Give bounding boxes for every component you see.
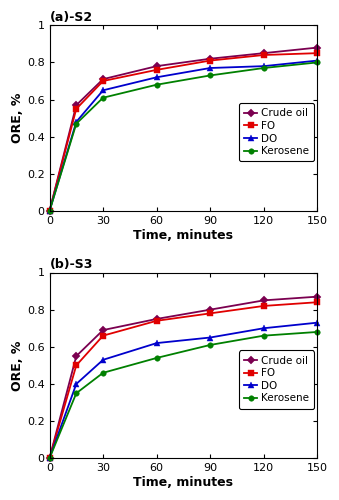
Y-axis label: ORE, %: ORE, % xyxy=(11,93,24,144)
FO xyxy=(208,58,212,64)
Kerosene xyxy=(208,342,212,348)
Kerosene xyxy=(47,208,52,214)
Crude oil xyxy=(47,208,52,214)
Kerosene xyxy=(155,82,159,87)
Crude oil xyxy=(315,44,319,51)
Kerosene xyxy=(155,355,159,361)
DO xyxy=(47,455,52,461)
DO xyxy=(155,340,159,346)
Crude oil xyxy=(208,306,212,312)
Kerosene xyxy=(315,329,319,335)
FO xyxy=(74,362,78,368)
Crude oil xyxy=(101,76,105,82)
FO xyxy=(315,50,319,56)
Y-axis label: ORE, %: ORE, % xyxy=(11,340,24,390)
FO xyxy=(101,332,105,338)
Kerosene xyxy=(208,72,212,78)
Text: (b)-S3: (b)-S3 xyxy=(49,258,93,272)
Kerosene xyxy=(262,332,266,338)
X-axis label: Time, minutes: Time, minutes xyxy=(134,476,234,489)
Crude oil xyxy=(101,327,105,333)
Crude oil xyxy=(74,353,78,359)
Kerosene xyxy=(47,455,52,461)
Kerosene xyxy=(101,370,105,376)
FO xyxy=(47,208,52,214)
FO xyxy=(47,455,52,461)
DO xyxy=(262,63,266,69)
Kerosene xyxy=(101,94,105,100)
DO xyxy=(155,74,159,80)
FO xyxy=(315,299,319,305)
DO xyxy=(74,119,78,125)
Line: FO: FO xyxy=(47,50,320,214)
DO xyxy=(315,320,319,326)
DO xyxy=(47,208,52,214)
Kerosene xyxy=(315,60,319,66)
DO xyxy=(101,88,105,94)
DO xyxy=(315,58,319,64)
Crude oil xyxy=(155,316,159,322)
Kerosene xyxy=(74,390,78,396)
Line: DO: DO xyxy=(47,320,320,461)
Line: Crude oil: Crude oil xyxy=(47,294,320,461)
FO xyxy=(155,318,159,324)
Line: Kerosene: Kerosene xyxy=(47,60,320,214)
DO xyxy=(208,334,212,340)
Crude oil xyxy=(262,50,266,56)
Line: FO: FO xyxy=(47,300,320,461)
X-axis label: Time, minutes: Time, minutes xyxy=(134,228,234,241)
Crude oil xyxy=(47,455,52,461)
Line: Kerosene: Kerosene xyxy=(47,329,320,461)
DO xyxy=(101,357,105,363)
Text: (a)-S2: (a)-S2 xyxy=(49,11,93,24)
Crude oil xyxy=(74,102,78,108)
FO xyxy=(262,52,266,58)
Kerosene xyxy=(262,65,266,71)
DO xyxy=(74,381,78,387)
FO xyxy=(262,303,266,309)
FO xyxy=(101,78,105,84)
Crude oil xyxy=(155,63,159,69)
FO xyxy=(74,106,78,112)
FO xyxy=(208,310,212,316)
Legend: Crude oil, FO, DO, Kerosene: Crude oil, FO, DO, Kerosene xyxy=(239,103,314,162)
Kerosene xyxy=(74,120,78,126)
Line: DO: DO xyxy=(47,58,320,214)
Crude oil xyxy=(208,56,212,62)
FO xyxy=(155,67,159,73)
Crude oil xyxy=(262,298,266,304)
DO xyxy=(208,65,212,71)
DO xyxy=(262,325,266,331)
Legend: Crude oil, FO, DO, Kerosene: Crude oil, FO, DO, Kerosene xyxy=(239,350,314,408)
Crude oil xyxy=(315,294,319,300)
Line: Crude oil: Crude oil xyxy=(47,45,320,214)
